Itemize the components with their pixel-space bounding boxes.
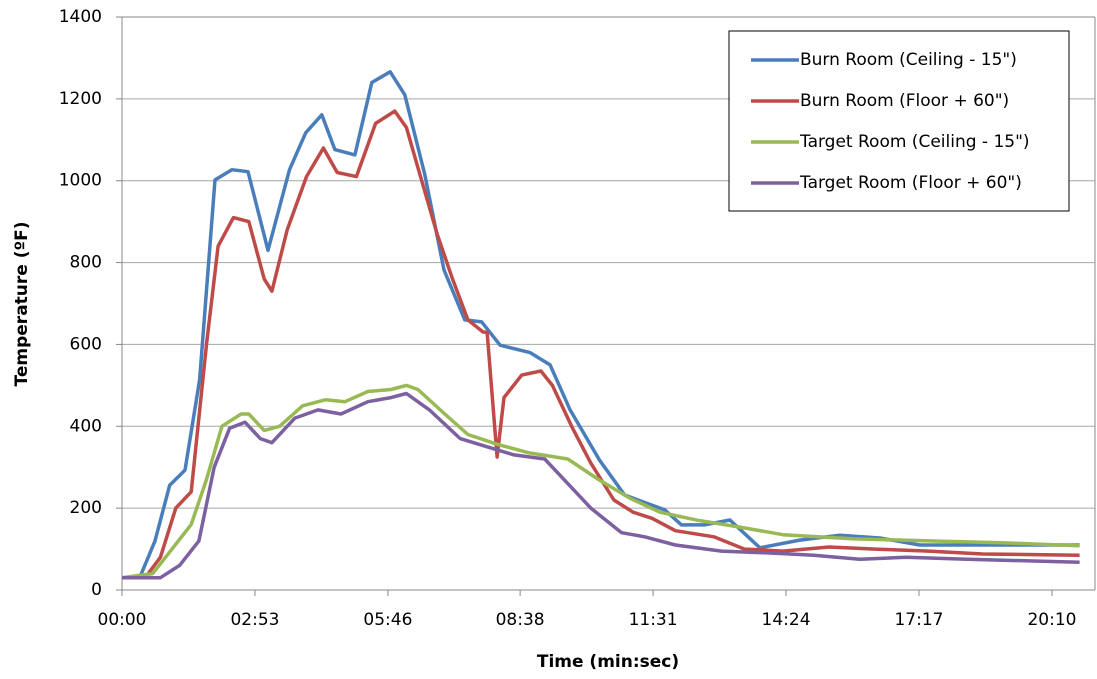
x-tick-label: 14:24 — [762, 610, 811, 630]
series-line — [122, 70, 1080, 580]
y-tick-label: 600 — [70, 334, 102, 354]
x-tick-label: 02:53 — [230, 610, 279, 630]
y-tick-label: 800 — [70, 253, 102, 273]
legend-label: Target Room (Ceiling - 15") — [799, 132, 1030, 152]
y-tick-label: 200 — [70, 498, 102, 518]
x-tick-label: 05:46 — [363, 610, 412, 630]
y-tick-label: 1400 — [59, 7, 102, 27]
x-tick-label: 20:10 — [1027, 610, 1076, 630]
series-line — [122, 391, 1080, 580]
y-tick-label: 1200 — [59, 89, 102, 109]
x-tick-label: 11:31 — [629, 610, 678, 630]
y-tick-label: 1000 — [59, 171, 102, 191]
legend-label: Target Room (Floor + 60") — [799, 173, 1022, 193]
series-line — [121, 383, 1080, 580]
x-tick-label: 00:00 — [98, 610, 147, 630]
x-tick-label: 08:38 — [496, 610, 545, 630]
y-axis-title: Temperature (ºF) — [12, 222, 32, 387]
x-tick-label: 17:17 — [894, 610, 943, 630]
y-tick-label: 0 — [91, 580, 102, 600]
legend-label: Burn Room (Ceiling - 15") — [800, 50, 1017, 70]
legend-label: Burn Room (Floor + 60") — [800, 91, 1009, 111]
x-axis-title: Time (min:sec) — [537, 652, 679, 672]
y-tick-label: 400 — [70, 416, 102, 436]
series-line — [122, 109, 1080, 580]
